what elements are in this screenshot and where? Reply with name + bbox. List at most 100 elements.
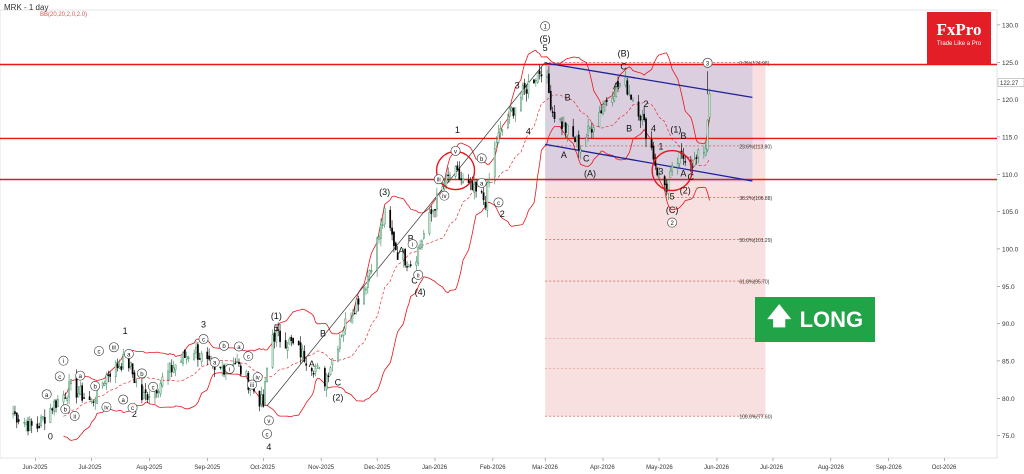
wave-label: 4 (526, 127, 531, 137)
candle-body (380, 224, 382, 239)
wave-label-circle (540, 21, 551, 32)
candle-body (572, 126, 575, 137)
candle-body (355, 298, 358, 312)
candle-body (290, 336, 293, 341)
candle-body (626, 80, 629, 95)
x-tick-label: Apr-2026 (590, 465, 615, 471)
wave-label-circle (252, 372, 263, 382)
candle-body (602, 106, 604, 114)
candle-body (81, 385, 84, 401)
candle-body (316, 365, 319, 367)
candle-body (234, 362, 237, 365)
candle-body (652, 146, 655, 160)
candle-body (527, 81, 530, 95)
candle-body (421, 240, 423, 249)
candle-body (684, 161, 687, 163)
candle-body (187, 357, 190, 359)
candle-body (148, 396, 151, 398)
candle-body (43, 417, 46, 424)
candle-body (305, 363, 308, 366)
candle-body (344, 318, 347, 330)
fxpro-logo: FxPro Trade Like a Pro (927, 12, 991, 64)
candle-body (318, 367, 321, 369)
candle-body (213, 366, 216, 370)
wave-label: 4 (266, 442, 271, 452)
candle-body (406, 266, 408, 268)
candle-body (114, 362, 117, 377)
wave-label: B (565, 92, 571, 102)
wave-label-circle (476, 153, 487, 164)
candle-body (579, 148, 582, 153)
wave-label-circle (450, 145, 461, 156)
wave-label-circle (209, 357, 220, 368)
candle-body (25, 422, 27, 425)
candle-body (632, 99, 634, 102)
candle-body (562, 122, 565, 127)
candle-body (408, 265, 410, 268)
candle-body (370, 270, 373, 272)
wave-label: A (398, 245, 404, 255)
candle-body (422, 233, 425, 239)
candle-body (38, 426, 41, 429)
wave-label: (5) (540, 34, 551, 44)
wave-label-circle (493, 197, 504, 208)
candle-body (396, 252, 399, 260)
wave-label-circle (702, 57, 713, 68)
candle-body (462, 178, 464, 183)
candle-body (592, 127, 595, 132)
x-tick-label: Feb-2026 (480, 465, 506, 471)
x-tick-label: Oct-2026 (932, 465, 957, 471)
candle-body (643, 113, 645, 121)
candle-body (605, 100, 608, 102)
trend-line (266, 62, 546, 406)
wave-label: iii (437, 178, 441, 184)
candle-body (559, 118, 561, 120)
candle-body (30, 421, 33, 426)
candle-body (197, 344, 199, 360)
candle-body (262, 394, 265, 407)
x-tick-label: Mar-2026 (532, 465, 558, 471)
candle-body (324, 368, 326, 387)
candle-body (245, 371, 248, 377)
candle-body (120, 366, 123, 370)
wave-label: a (127, 352, 131, 358)
candle-body (129, 362, 132, 367)
candle-body (708, 93, 711, 118)
candle-body (357, 298, 360, 305)
y-tick-label: 130.0 (1002, 22, 1019, 29)
candle-body (658, 173, 660, 178)
wave-label-circle (54, 371, 65, 382)
candle-body (116, 363, 119, 369)
wave-label: c (131, 406, 134, 412)
candle-body (131, 363, 134, 375)
candle-body (101, 382, 104, 387)
candle-body (92, 401, 95, 403)
candle-body (365, 288, 367, 291)
candle-body (292, 337, 294, 344)
wave-label-circle (262, 428, 272, 439)
candle-body (630, 94, 632, 100)
x-tick-label: Sep-2026 (876, 465, 903, 471)
wave-label-circle (118, 394, 129, 405)
wave-label: 1 (123, 326, 128, 336)
candle-body (29, 419, 31, 431)
y-tick-label: 80.0 (1002, 396, 1015, 403)
candle-body (445, 174, 448, 187)
wave-label-circle (136, 368, 147, 379)
candle-body (534, 80, 537, 82)
wave-label: C (688, 172, 695, 182)
candle-body (676, 163, 679, 168)
candle-body (577, 134, 580, 151)
candle-body (266, 367, 268, 382)
wave-label-circle (667, 217, 678, 228)
chart-title: MRK - 1 day (4, 3, 49, 12)
candle-body (193, 353, 196, 361)
candle-body (546, 76, 548, 78)
wave-label: B (680, 131, 686, 141)
candle-body (549, 90, 552, 110)
candle-body (604, 101, 606, 105)
candle-body (352, 313, 354, 317)
candle-body (12, 413, 14, 415)
candle-body (391, 227, 393, 235)
candle-body (419, 244, 421, 249)
